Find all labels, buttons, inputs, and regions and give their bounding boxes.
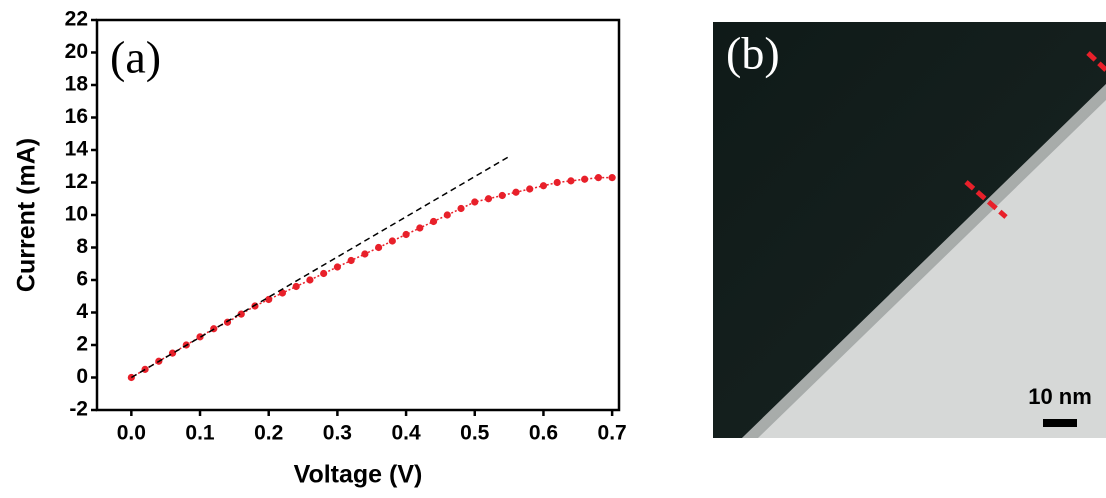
y-tick-label: 20	[65, 40, 88, 63]
data-point	[539, 182, 548, 190]
x-tick-label: 0.7	[598, 422, 627, 445]
panel-label: (b)	[726, 28, 780, 79]
data-point	[471, 198, 479, 206]
y-tick-label: 8	[76, 235, 88, 258]
y-tick-label: 14	[65, 138, 89, 161]
y-tick-label: 4	[76, 300, 88, 323]
data-point	[320, 269, 328, 278]
data-point	[416, 224, 424, 232]
data-point	[333, 263, 341, 271]
data-point	[388, 237, 396, 245]
data-point	[402, 230, 410, 239]
data-point	[608, 174, 616, 182]
fit-line	[130, 155, 510, 379]
x-tick-label: 0.1	[185, 422, 215, 445]
x-tick-label: 0.6	[529, 422, 558, 445]
y-tick-label: 22	[65, 8, 88, 31]
x-axis-title: Voltage (V)	[294, 461, 423, 489]
data-point	[594, 174, 602, 182]
data-point	[498, 191, 506, 200]
y-tick-label: 16	[65, 105, 88, 128]
data-point	[306, 276, 314, 284]
data-point	[457, 204, 465, 213]
y-tick-label: 10	[65, 203, 88, 226]
data-point	[361, 250, 369, 258]
data-point	[375, 243, 383, 252]
x-tick-label: 0.5	[460, 422, 490, 445]
panel-label: (a)	[110, 32, 161, 83]
data-point	[278, 289, 287, 297]
data-point	[347, 256, 355, 265]
data-point	[526, 185, 534, 193]
y-tick-label: -2	[69, 398, 88, 421]
data-point	[484, 195, 493, 203]
data-point	[265, 295, 273, 304]
y-tick-label: 6	[76, 268, 88, 291]
data-point	[292, 282, 300, 291]
data-line	[130, 176, 613, 379]
micrograph	[713, 22, 1106, 438]
y-axis-title: Current (mA)	[13, 138, 41, 292]
x-tick-label: 0.2	[254, 422, 283, 445]
data-point	[429, 217, 438, 226]
x-tick-label: 0.4	[391, 422, 421, 445]
y-tick-label: 12	[65, 170, 88, 193]
x-tick-label: 0.0	[117, 422, 146, 445]
data-point	[553, 178, 561, 187]
data-point	[237, 310, 245, 318]
data-point	[567, 177, 575, 185]
data-point	[512, 188, 520, 196]
y-tick-label: 2	[76, 333, 88, 356]
data-point	[443, 211, 451, 219]
data-point	[581, 175, 589, 183]
y-tick-label: 0	[76, 365, 88, 388]
scale-bar-label: 10 nm	[1028, 384, 1092, 409]
x-tick-label: 0.3	[323, 422, 352, 445]
data-point	[196, 333, 204, 341]
y-tick-label: 18	[65, 73, 89, 96]
